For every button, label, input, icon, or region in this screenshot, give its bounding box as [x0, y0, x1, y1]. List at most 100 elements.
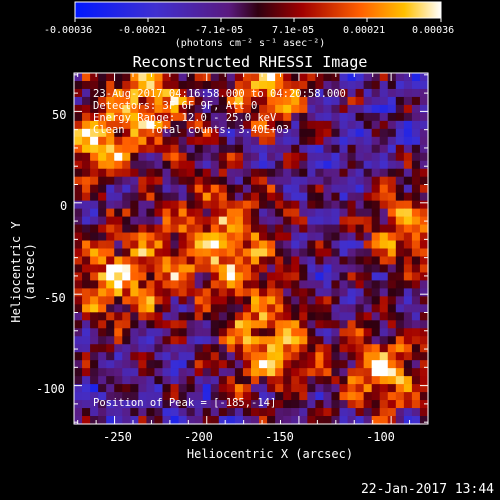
- image-pixel: [355, 192, 365, 202]
- image-pixel: [331, 312, 341, 321]
- image-pixel: [98, 392, 107, 401]
- colorbar-ticks: [74, 18, 442, 22]
- image-pixel: [275, 208, 284, 218]
- image-pixel: [242, 352, 252, 361]
- image-pixel: [355, 408, 365, 417]
- image-pixel: [379, 128, 389, 138]
- image-pixel: [202, 152, 212, 162]
- image-pixel: [98, 256, 107, 266]
- image-pixel: [371, 160, 381, 170]
- image-pixel: [355, 80, 365, 90]
- image-pixel: [291, 128, 300, 138]
- image-pixel: [138, 256, 148, 266]
- image-pixel: [259, 232, 268, 242]
- image-pixel: [419, 416, 429, 425]
- image-pixel: [226, 96, 236, 106]
- image-pixel: [363, 416, 373, 425]
- image-pixel: [291, 120, 300, 130]
- image-pixel: [234, 192, 244, 202]
- image-pixel: [154, 264, 164, 274]
- image-pixel: [259, 392, 268, 401]
- image-pixel: [82, 256, 91, 266]
- image-pixel: [218, 256, 228, 266]
- image-pixel: [403, 304, 413, 313]
- image-pixel: [283, 416, 292, 425]
- image-pixel: [138, 352, 148, 361]
- image-pixel: [315, 392, 325, 401]
- image-pixel: [275, 264, 284, 274]
- image-pixel: [283, 88, 292, 98]
- image-pixel: [234, 152, 244, 162]
- image-pixel: [194, 408, 204, 417]
- image-pixel: [411, 184, 421, 194]
- image-pixel: [162, 360, 172, 369]
- image-pixel: [226, 392, 236, 401]
- image-pixel: [82, 288, 91, 297]
- image-pixel: [363, 73, 373, 82]
- image-pixel: [299, 73, 308, 82]
- image-pixel: [74, 176, 83, 186]
- image-pixel: [194, 344, 204, 353]
- image-pixel: [403, 200, 413, 210]
- image-pixel: [315, 112, 325, 122]
- image-pixel: [138, 312, 148, 321]
- image-pixel: [395, 224, 405, 234]
- image-pixel: [154, 120, 164, 130]
- image-pixel: [170, 120, 180, 130]
- image-pixel: [411, 376, 421, 385]
- image-pixel: [74, 128, 83, 138]
- image-pixel: [283, 168, 292, 178]
- image-pixel: [355, 152, 365, 162]
- image-pixel: [146, 328, 156, 337]
- image-pixel: [275, 184, 284, 194]
- image-pixel: [154, 104, 164, 114]
- image-pixel: [323, 73, 333, 82]
- image-pixel: [130, 168, 139, 178]
- image-pixel: [138, 344, 148, 353]
- image-pixel: [130, 232, 139, 242]
- image-pixel: [242, 336, 252, 345]
- image-pixel: [275, 224, 284, 234]
- image-pixel: [251, 312, 260, 321]
- image-pixel: [291, 384, 300, 393]
- image-pixel: [363, 128, 373, 138]
- image-pixel: [106, 384, 115, 393]
- image-pixel: [218, 224, 228, 234]
- image-pixel: [170, 184, 180, 194]
- image-pixel: [299, 160, 308, 170]
- image-pixel: [339, 416, 349, 425]
- image-pixel: [186, 88, 196, 98]
- image-pixel: [114, 272, 123, 282]
- image-pixel: [315, 200, 325, 210]
- image-pixel: [275, 368, 284, 377]
- image-pixel: [146, 280, 156, 289]
- image-pixel: [403, 120, 413, 130]
- image-pixel: [242, 392, 252, 401]
- image-pixel: [178, 240, 188, 250]
- image-pixel: [122, 376, 131, 385]
- image-pixel: [387, 73, 397, 82]
- image-pixel: [251, 208, 260, 218]
- image-pixel: [251, 344, 260, 353]
- image-pixel: [259, 376, 268, 385]
- image-pixel: [138, 288, 148, 297]
- image-pixel: [347, 256, 357, 266]
- image-pixel: [234, 328, 244, 337]
- image-pixel: [315, 168, 325, 178]
- image-pixel: [82, 184, 91, 194]
- image-pixel: [210, 160, 220, 170]
- image-pixel: [218, 216, 228, 226]
- image-pixel: [259, 400, 268, 409]
- image-pixel: [291, 240, 300, 250]
- image-pixel: [291, 96, 300, 106]
- image-pixel: [74, 288, 83, 297]
- image-pixel: [267, 112, 276, 122]
- image-pixel: [387, 344, 397, 353]
- image-pixel: [74, 376, 83, 385]
- image-pixel: [90, 73, 99, 82]
- image-pixel: [299, 400, 308, 409]
- image-pixel: [202, 240, 212, 250]
- image-pixel: [379, 312, 389, 321]
- image-pixel: [267, 352, 276, 361]
- image-pixel: [202, 224, 212, 234]
